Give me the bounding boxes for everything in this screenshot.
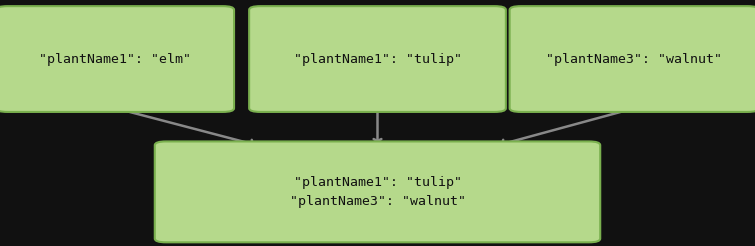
FancyBboxPatch shape xyxy=(0,6,234,112)
FancyBboxPatch shape xyxy=(155,141,600,242)
FancyBboxPatch shape xyxy=(249,6,506,112)
Text: "plantName1": "elm": "plantName1": "elm" xyxy=(39,53,191,65)
FancyBboxPatch shape xyxy=(510,6,755,112)
Text: "plantName1": "tulip"
"plantName3": "walnut": "plantName1": "tulip" "plantName3": "wal… xyxy=(289,176,466,208)
Text: "plantName1": "tulip": "plantName1": "tulip" xyxy=(294,53,461,65)
Text: "plantName3": "walnut": "plantName3": "walnut" xyxy=(546,53,723,65)
